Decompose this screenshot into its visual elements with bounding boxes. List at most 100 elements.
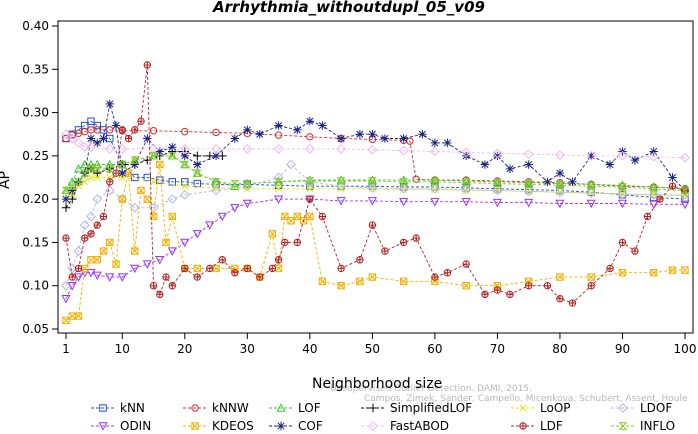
- data-point-inflo: [105, 165, 115, 173]
- legend-swatch: [611, 422, 635, 430]
- x-tick-label: 20: [177, 342, 192, 356]
- data-point-odin: [524, 198, 534, 208]
- data-point-ldof: [523, 186, 534, 197]
- data-point-knnw: [106, 126, 114, 134]
- data-point-cof: [368, 130, 377, 139]
- data-point-kdeos: [99, 247, 108, 255]
- data-point-loop: [275, 185, 283, 193]
- data-point-odin: [73, 273, 84, 282]
- data-point-knnw: [149, 127, 158, 135]
- data-point-inflo: [61, 186, 71, 195]
- data-point-kdeos: [368, 273, 377, 281]
- data-point-cof: [111, 121, 121, 130]
- data-point-ldf: [381, 247, 389, 255]
- data-point-cof: [155, 147, 164, 156]
- data-point-inflo: [167, 152, 177, 160]
- data-point-ldof: [61, 280, 71, 291]
- data-point-cof: [543, 177, 552, 187]
- data-point-ldof: [286, 159, 296, 170]
- data-point-odin: [430, 198, 440, 207]
- data-point-kdeos: [106, 238, 114, 247]
- data-point-knn: [156, 176, 164, 184]
- data-point-cof: [68, 186, 77, 195]
- x-tick-label: 70: [490, 342, 505, 356]
- data-point-kdeos: [681, 266, 689, 274]
- credit-line-1: Unsupervised Outlier Detection. DAMI, 20…: [330, 384, 532, 394]
- data-point-cof: [505, 164, 515, 174]
- data-point-ldf: [356, 256, 364, 264]
- data-point-ldf: [106, 178, 114, 186]
- legend-label: INFLO: [640, 419, 676, 433]
- credit-line-2: Campos, Zimek, Sander, Campello, Micenko…: [364, 394, 688, 404]
- data-point-cof: [480, 160, 490, 169]
- data-point-odin: [274, 195, 284, 204]
- legend-label: COF: [298, 419, 323, 433]
- data-point-fastabod: [242, 144, 253, 154]
- data-point-fastabod: [86, 142, 96, 153]
- legend-label: kNNW: [212, 401, 249, 415]
- data-point-fastabod: [211, 144, 221, 154]
- data-point-kdeos: [112, 260, 120, 268]
- data-point-odin: [205, 221, 215, 230]
- data-point-ldf: [281, 238, 289, 247]
- legend-label: ODIN: [120, 419, 152, 433]
- data-point-odin: [86, 269, 96, 278]
- data-point-inflo: [618, 183, 627, 191]
- data-point-kdeos: [556, 273, 564, 281]
- legend-item-knnw: kNNW: [182, 401, 249, 415]
- legend-label: LoOP: [540, 401, 571, 415]
- data-point-ldof: [586, 188, 597, 198]
- data-point-ldf: [293, 238, 302, 247]
- data-point-ldf: [168, 282, 176, 290]
- data-point-cof: [355, 130, 365, 139]
- legend-swatch: [91, 404, 115, 412]
- data-point-ldf: [181, 264, 189, 273]
- data-point-cof: [399, 134, 408, 143]
- data-point-kdeos: [399, 277, 408, 286]
- data-point-loop: [400, 186, 408, 194]
- data-point-inflo: [192, 169, 202, 177]
- data-point-odin: [117, 273, 127, 282]
- data-point-ldf: [618, 238, 627, 247]
- data-point-odin: [492, 198, 502, 208]
- data-point-cof: [668, 173, 677, 182]
- data-point-inflo: [524, 180, 534, 189]
- data-point-ldof: [211, 185, 221, 196]
- data-point-ldf: [462, 260, 470, 268]
- data-point-kdeos: [118, 195, 126, 203]
- data-point-odin: [399, 198, 409, 207]
- data-point-ldf: [556, 295, 564, 303]
- data-point-ldf: [243, 264, 252, 273]
- data-point-odin: [130, 264, 140, 274]
- data-point-loop: [462, 186, 470, 195]
- data-point-ldf: [306, 195, 314, 203]
- legend-swatch-marker: [191, 422, 199, 430]
- data-point-ldf: [668, 182, 677, 190]
- data-point-knn: [524, 185, 533, 194]
- data-point-ldof: [461, 184, 472, 195]
- data-point-cof: [193, 160, 202, 169]
- data-point-knnw: [412, 175, 420, 183]
- x-tick-label: 1: [62, 342, 70, 356]
- legend-swatch-marker: [276, 403, 286, 412]
- data-point-ldof: [86, 211, 96, 222]
- data-point-kdeos: [124, 169, 133, 177]
- legend-swatch: [183, 422, 207, 430]
- data-point-ldof: [167, 194, 178, 205]
- data-point-kdeos: [462, 282, 470, 290]
- data-point-ldf: [656, 195, 664, 203]
- data-point-ldof: [92, 194, 103, 205]
- data-point-cof: [461, 151, 471, 161]
- data-point-ldof: [148, 202, 159, 213]
- data-point-ldf: [74, 264, 83, 273]
- data-point-cof: [168, 143, 177, 152]
- y-tick-label: 0.20: [22, 192, 49, 206]
- legend-item-ldf: LDF: [510, 419, 563, 433]
- data-point-kdeos: [287, 217, 295, 225]
- data-point-ldf: [87, 230, 95, 238]
- y-tick-label: 0.15: [22, 235, 49, 249]
- data-point-loop: [81, 178, 89, 186]
- y-tick-label: 0.25: [22, 149, 49, 163]
- series-line-fastabod: [65, 133, 686, 159]
